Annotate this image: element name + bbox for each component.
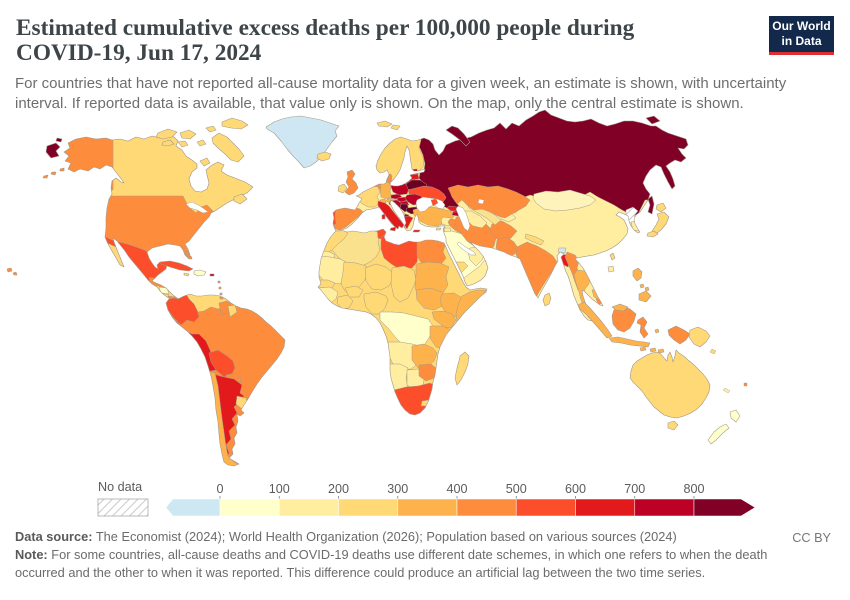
- svg-text:400: 400: [446, 482, 467, 496]
- svg-text:200: 200: [328, 482, 349, 496]
- svg-text:300: 300: [387, 482, 408, 496]
- svg-text:0: 0: [216, 482, 223, 496]
- svg-text:100: 100: [269, 482, 290, 496]
- svg-text:800: 800: [683, 482, 704, 496]
- svg-text:600: 600: [565, 482, 586, 496]
- svg-text:700: 700: [624, 482, 645, 496]
- svg-text:500: 500: [506, 482, 527, 496]
